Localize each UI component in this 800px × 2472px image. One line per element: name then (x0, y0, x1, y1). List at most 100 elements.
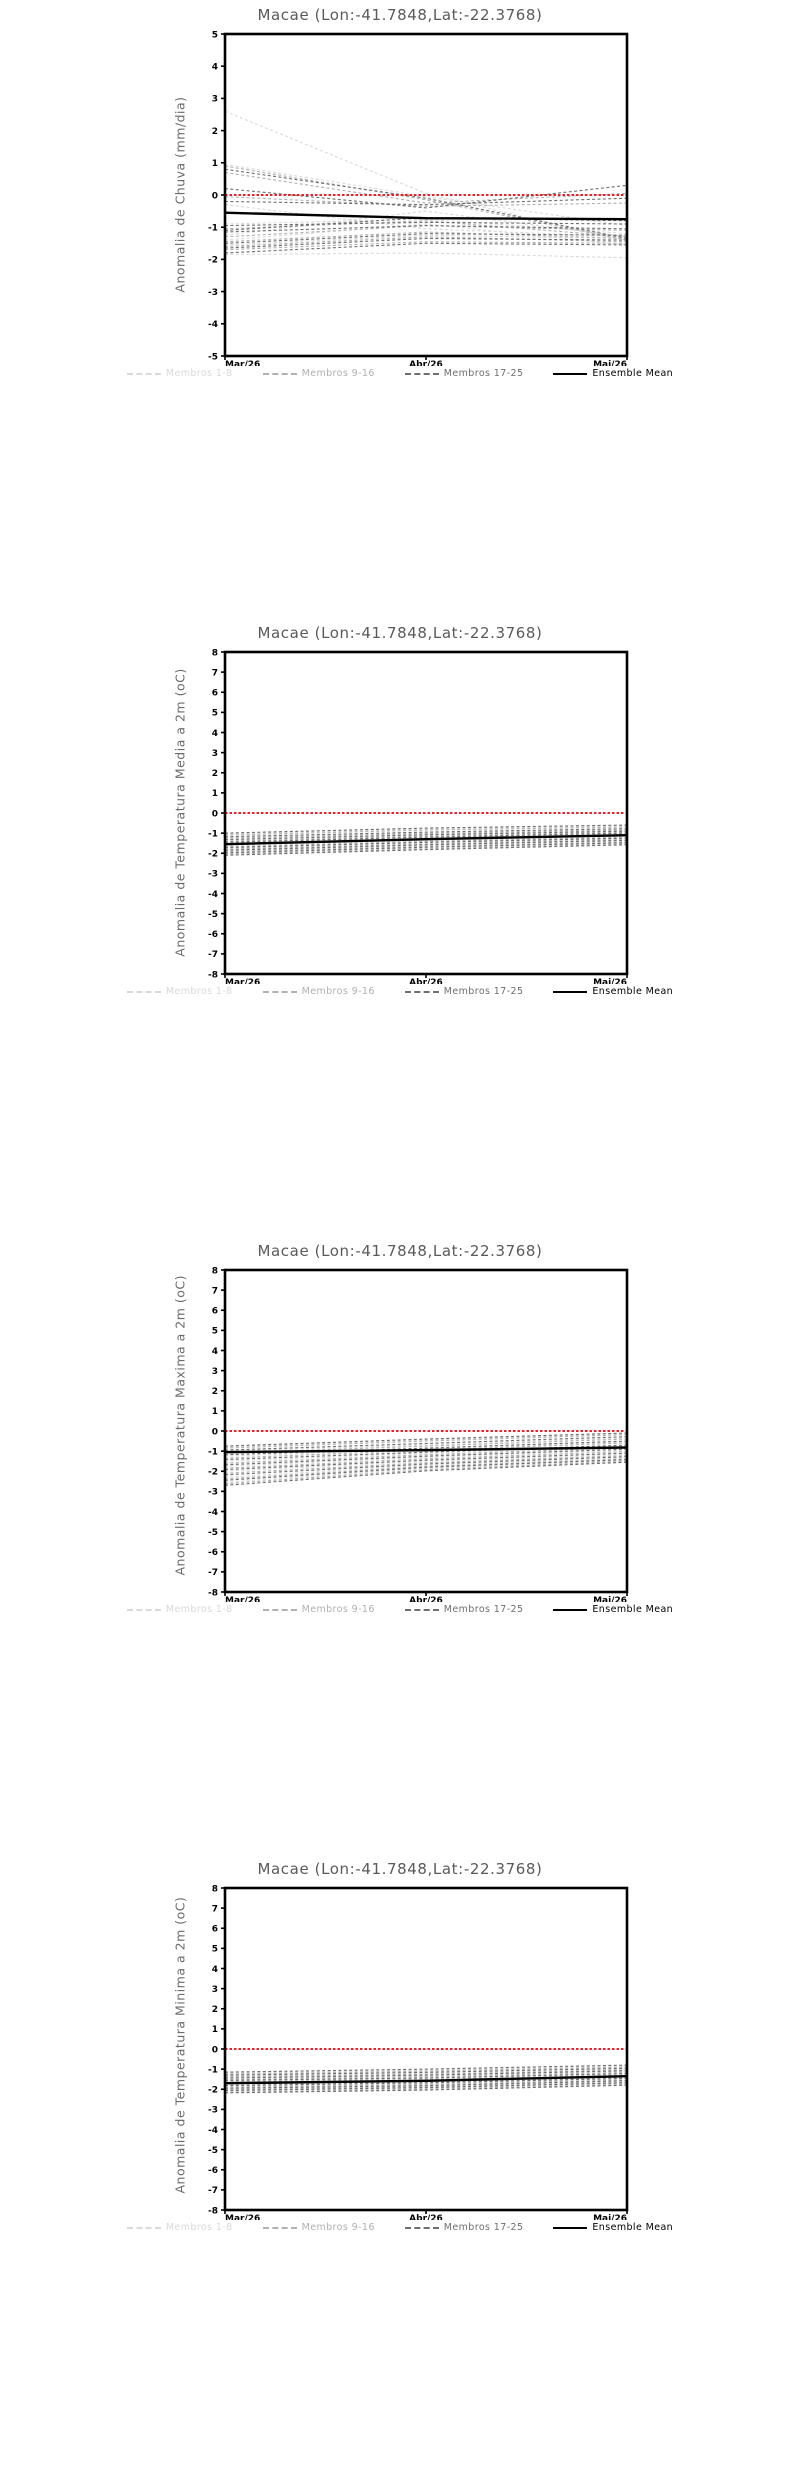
y-tick-label: 5 (212, 709, 218, 719)
y-tick-label: 0 (212, 809, 218, 819)
member-line (224, 1432, 628, 1447)
y-tick-label: 3 (212, 749, 218, 759)
legend-item[interactable]: Membros 1-8 (126, 368, 233, 379)
member-line (224, 844, 628, 856)
legend-tmed: Membros 1-8 Membros 9-16 Membros 17-25 Ense… (0, 986, 800, 997)
member-line (224, 1459, 628, 1481)
legend-label: Membros 9-16 (301, 2222, 375, 2233)
legend-item[interactable]: Membros 17-25 (404, 2222, 524, 2233)
y-tick-label: -1 (208, 224, 218, 234)
member-line (224, 831, 628, 842)
legend-item[interactable]: Membros 9-16 (262, 368, 375, 379)
member-line (224, 2081, 628, 2090)
member-line (224, 829, 628, 839)
panel-title-tmed: Macae (Lon:-41.7848,Lat:-22.3768) (257, 624, 543, 642)
ensemble-mean-line (224, 2074, 628, 2085)
member-line (224, 1448, 628, 1466)
plot-svg-tmin: 8 7 6 5 4 3 2 1 0 -1 -2 -3 -4 -5 -6 -7 -8 Mar/26 Abr/26 Mai… (208, 1884, 629, 2220)
member-line (224, 168, 628, 240)
legend-swatch-icon (553, 990, 588, 993)
y-tick-label: 5 (212, 1327, 218, 1337)
legend-item[interactable]: Ensemble Mean (553, 986, 673, 997)
legend-item[interactable]: Ensemble Mean (553, 368, 673, 379)
legend-label: Membros 1-8 (165, 1604, 233, 1615)
member-line (224, 2077, 628, 2087)
legend-swatch-icon (553, 372, 588, 375)
x-tick-label: Abr/26 (409, 2214, 443, 2220)
member-line (224, 2070, 628, 2079)
member-line (224, 2078, 628, 2087)
y-tick-label: -2 (208, 850, 218, 860)
legend-item[interactable]: Membros 1-8 (126, 1604, 233, 1615)
legend-label: Membros 9-16 (301, 368, 375, 379)
member-line (224, 1450, 628, 1469)
member-line (224, 1433, 628, 1448)
x-tick-label: Mar/26 (225, 360, 260, 366)
legend-tmin: Membros 1-8 Membros 9-16 Membros 17-25 Ense… (0, 2222, 800, 2233)
member-line (224, 836, 628, 848)
panel-title-tmax: Macae (Lon:-41.7848,Lat:-22.3768) (257, 1242, 543, 1260)
ensemble-mean-line (224, 833, 628, 846)
y-tick-label: 0 (212, 1427, 218, 1437)
legend-item[interactable]: Ensemble Mean (553, 1604, 673, 1615)
legend-swatch-icon (126, 2226, 161, 2229)
y-tick-label: 0 (212, 2045, 218, 2055)
y-tick-label: 1 (212, 789, 218, 799)
member-line (224, 225, 628, 233)
y-tick-label: -1 (208, 2065, 218, 2075)
legend-item[interactable]: Ensemble Mean (553, 2222, 673, 2233)
legend-item[interactable]: Membros 1-8 (126, 986, 233, 997)
legend-label: Membros 17-25 (443, 368, 524, 379)
member-line (224, 830, 628, 841)
member-line (224, 2073, 628, 2082)
legend-item[interactable]: Membros 9-16 (262, 2222, 375, 2233)
legend-label: Membros 1-8 (165, 986, 233, 997)
y-tick-label: 7 (212, 1286, 218, 1296)
member-line (224, 2068, 628, 2077)
y-tick-label: -5 (208, 910, 218, 920)
plot-area-tmed: 8 7 6 5 4 3 2 1 0 -1 -2 -3 -4 -5 -6 -7 -8 Mar/26 Abr/26 Mai… (140, 644, 660, 984)
member-line (224, 2083, 628, 2092)
member-line (224, 165, 628, 241)
ensemble-mean-line (224, 1446, 628, 1454)
legend-item[interactable]: Membros 17-25 (404, 368, 524, 379)
y-tick-label: 6 (212, 1925, 218, 1935)
y-tick-label: -3 (208, 870, 218, 880)
member-line (224, 223, 628, 246)
member-line (224, 843, 628, 855)
member-line (224, 2073, 628, 2081)
plot-svg-precip: 5 4 3 2 1 0 -1 -2 -3 -4 -5 Mar/26 Abr/26 Mai/26 (208, 30, 629, 366)
legend-item[interactable]: Membros 9-16 (262, 986, 375, 997)
legend-tmax: Membros 1-8 Membros 9-16 Membros 17-25 Ense… (0, 1604, 800, 1615)
legend-swatch-icon (553, 2226, 588, 2229)
y-tick-label: 3 (212, 95, 218, 105)
member-line (224, 1457, 628, 1478)
legend-swatch-icon (404, 990, 439, 993)
legend-item[interactable]: Membros 9-16 (262, 1604, 375, 1615)
member-line (224, 252, 628, 259)
member-line (224, 1452, 628, 1471)
legend-item[interactable]: Membros 17-25 (404, 986, 524, 997)
y-tick-label: -4 (208, 2126, 218, 2136)
legend-label: Ensemble Mean (592, 368, 674, 379)
member-line (224, 196, 628, 207)
x-tick-label: Mar/26 (225, 1596, 260, 1602)
plot-area-tmax: 8 7 6 5 4 3 2 1 0 -1 -2 -3 -4 -5 -6 -7 -8 Mar/26 Abr/26 Mai… (140, 1262, 660, 1602)
y-tick-label: 1 (212, 2025, 218, 2035)
y-tick-label: 8 (212, 648, 218, 658)
member-line (224, 1456, 628, 1476)
member-line (224, 826, 628, 836)
legend-item[interactable]: Membros 1-8 (126, 2222, 233, 2233)
x-tick-label: Mai/26 (593, 978, 627, 984)
y-tick-label: 7 (212, 1904, 218, 1914)
plot-svg-tmed: 8 7 6 5 4 3 2 1 0 -1 -2 -3 -4 -5 -6 -7 -8 Mar/26 Abr/26 Mai… (208, 648, 629, 984)
chart-panel-precip: Macae (Lon:-41.7848,Lat:-22.3768) 5 4 3 2 1 0 -… (0, 0, 800, 618)
member-line (224, 1455, 628, 1474)
member-line (224, 2083, 628, 2093)
legend-item[interactable]: Membros 17-25 (404, 1604, 524, 1615)
y-tick-label: -3 (208, 2106, 218, 2116)
y-tick-label: 5 (212, 30, 218, 40)
member-line (224, 839, 628, 851)
